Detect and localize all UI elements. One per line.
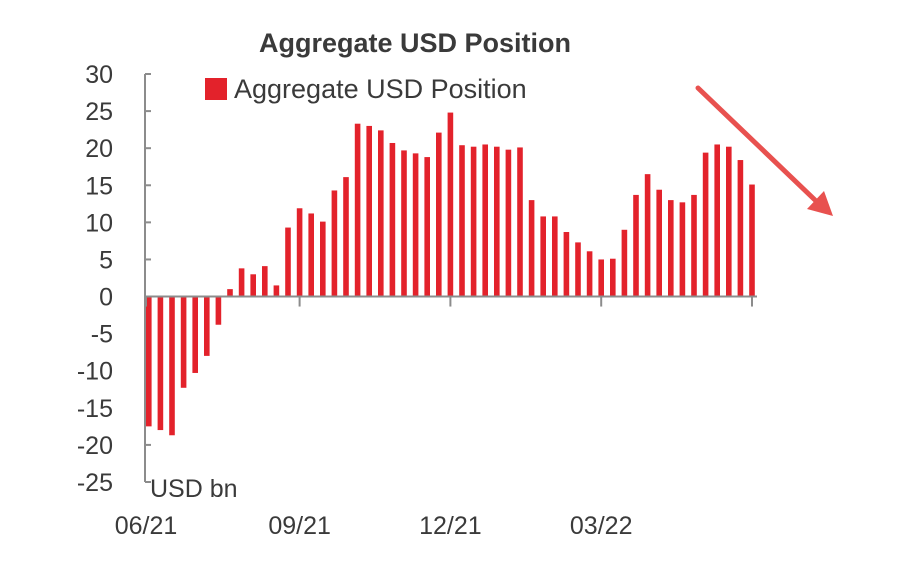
bar [378, 130, 384, 297]
bar [262, 266, 268, 297]
bar [505, 149, 512, 297]
bar [238, 268, 245, 297]
bars [146, 112, 755, 436]
bar [157, 296, 164, 431]
bar [494, 146, 500, 297]
bar [412, 153, 419, 297]
bar [552, 216, 558, 297]
bar [343, 177, 349, 297]
y-tick-label: 0 [99, 284, 113, 312]
bar [273, 285, 280, 297]
bar [621, 229, 628, 297]
bar [540, 216, 546, 297]
bar [644, 174, 651, 297]
legend: Aggregate USD Position [205, 74, 527, 104]
chart-title: Aggregate USD Position [259, 28, 571, 58]
bar [192, 296, 198, 373]
bar [204, 296, 210, 356]
y-tick-label: 30 [85, 61, 113, 89]
bar [354, 123, 361, 297]
bar [668, 200, 674, 297]
bar [447, 112, 454, 297]
bar [563, 232, 570, 297]
y-tick-label: 10 [85, 209, 113, 237]
y-tick-label: -10 [77, 358, 113, 386]
bar [308, 213, 314, 297]
bar [285, 227, 291, 297]
x-tick-label: 06/21 [115, 512, 178, 540]
bar [737, 160, 744, 297]
y-tick-label: 15 [85, 172, 113, 200]
bar [726, 146, 732, 297]
bar [180, 296, 187, 388]
bar [714, 144, 720, 297]
y-tick-label: 25 [85, 98, 113, 126]
y-axis-ticks: 30 25 20 15 10 5 0 -5 -10 -15 -20 -25 [77, 61, 151, 497]
unit-label: USD bn [150, 475, 238, 503]
bar [331, 190, 338, 297]
bar [702, 152, 709, 297]
bar [575, 242, 581, 297]
bar [320, 221, 326, 297]
trend-arrow-annotation [695, 85, 833, 216]
x-tick-label: 12/21 [419, 512, 482, 540]
bar [146, 296, 152, 427]
bar [586, 251, 593, 297]
bar [424, 157, 430, 297]
bar [459, 145, 465, 297]
bar [227, 289, 233, 297]
x-axis-ticks: 06/21 09/21 12/21 03/22 [115, 296, 753, 540]
bar [749, 184, 755, 297]
bar [250, 274, 256, 297]
bar [598, 259, 604, 297]
bar [517, 147, 523, 297]
bar [169, 296, 175, 436]
bar [215, 296, 222, 325]
bar [691, 194, 697, 297]
x-tick-label: 03/22 [570, 512, 633, 540]
x-tick-label: 09/21 [268, 512, 331, 540]
legend-label: Aggregate USD Position [234, 74, 527, 104]
y-tick-label: -5 [91, 321, 113, 349]
arrow-head [807, 191, 833, 216]
bar [470, 146, 477, 297]
bar [436, 132, 442, 297]
y-tick-label: -25 [77, 469, 113, 497]
bar [633, 194, 639, 297]
bar [389, 142, 396, 297]
bar [610, 258, 616, 297]
bar [366, 125, 372, 297]
bar [296, 208, 303, 297]
bar [528, 200, 535, 297]
y-tick-label: -15 [77, 395, 113, 423]
bar [679, 202, 686, 297]
legend-swatch [205, 78, 227, 100]
y-tick-label: 5 [99, 246, 113, 274]
y-tick-label: 20 [85, 135, 113, 163]
y-tick-label: -20 [77, 432, 113, 460]
bar [656, 189, 662, 297]
bar [482, 144, 488, 297]
arrow-shaft [695, 85, 818, 203]
bar [401, 150, 407, 297]
